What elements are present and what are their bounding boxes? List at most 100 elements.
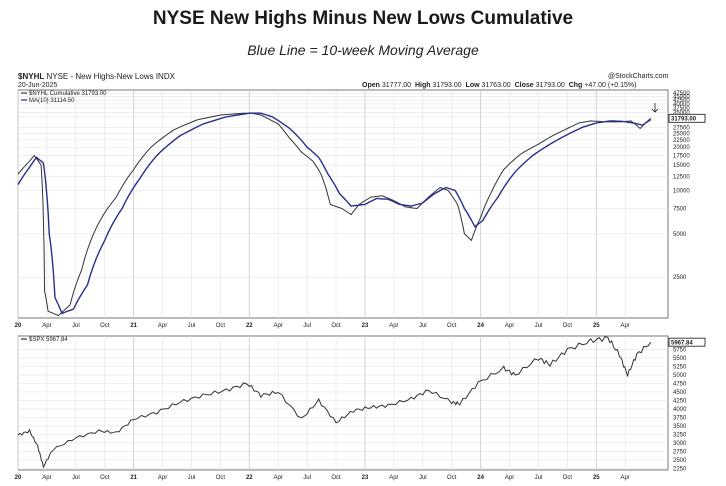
legend-entry: $SPX 5967.84: [29, 337, 68, 343]
chart-title: NYSE New Highs Minus New Lows Cumulative: [152, 8, 574, 29]
y-tick-label: 12500: [673, 175, 690, 181]
x-tick-label: Jul: [188, 475, 196, 481]
x-tick-label: 20: [15, 323, 22, 329]
y-tick-label: 27500: [673, 125, 690, 131]
x-tick-label: Jul: [303, 323, 311, 329]
x-tick-label: Apr: [621, 323, 630, 329]
x-tick-label: Apr: [505, 475, 514, 481]
close-label: Close: [514, 82, 534, 89]
x-tick-label: 23: [362, 323, 369, 329]
x-tick-label: Apr: [42, 475, 51, 481]
x-tick-label: Oct: [216, 475, 226, 481]
y-tick-label: 5500: [673, 356, 687, 362]
chg-label: Chg: [568, 82, 583, 89]
high-value: 31793.00: [432, 82, 462, 89]
x-tick-label: Jul: [419, 323, 427, 329]
x-tick-label: Jul: [535, 323, 543, 329]
x-tick-label: 24: [477, 323, 484, 329]
symbol-description: NYSE - New Highs-New Lows INDX: [46, 72, 175, 81]
down-arrow-icon: [651, 103, 659, 113]
y-tick-label: 17500: [673, 154, 690, 160]
y-tick-label: 4500: [673, 390, 687, 396]
watermark: @StockCharts.com: [608, 73, 669, 80]
chart-date: 20-Jun-2025: [18, 82, 58, 89]
x-tick-label: Apr: [42, 323, 51, 329]
x-tick-label: 22: [246, 475, 253, 481]
y-tick-label: 3500: [673, 424, 687, 430]
y-tick-label: 42500: [673, 98, 690, 104]
x-tick-label: Oct: [563, 323, 573, 329]
legend-entry: MA(10) 31114.50: [29, 98, 75, 104]
y-tick-label: 7500: [673, 207, 687, 213]
symbol-code: $NYHL: [18, 72, 45, 81]
x-tick-label: Apr: [389, 475, 398, 481]
x-tick-label: 24: [477, 475, 484, 481]
y-tick-label: 3750: [673, 415, 687, 421]
y-tick-label: 47500: [673, 91, 690, 97]
x-tick-label: 22: [246, 323, 253, 329]
x-tick-label: Oct: [563, 475, 573, 481]
y-tick-label: 5750: [673, 348, 687, 354]
low-value: 31763.00: [481, 82, 511, 89]
y-tick-label: 4000: [673, 407, 687, 413]
series-line-lower: [17, 336, 652, 469]
x-tick-label: Apr: [621, 475, 630, 481]
y-tick-label: 5000: [673, 232, 687, 238]
y-tick-label: 37500: [673, 106, 690, 112]
ohlc-readout: Open 31777.00 High 31793.00 Low 31763.00…: [362, 82, 636, 89]
last-value-tag: [668, 337, 706, 347]
x-tick-label: Oct: [331, 475, 341, 481]
y-tick-label: 5250: [673, 365, 687, 371]
open-label: Open: [362, 82, 380, 89]
x-tick-label: Oct: [100, 475, 110, 481]
y-tick-label: 2500: [673, 275, 687, 281]
y-tick-label: 10000: [673, 189, 690, 195]
x-tick-label: Oct: [216, 323, 226, 329]
y-tick-label: 3000: [673, 441, 687, 447]
y-tick-label: 2750: [673, 449, 687, 455]
y-tick-label: 4750: [673, 381, 687, 387]
last-value-label: 5967.84: [671, 340, 693, 346]
x-tick-label: Oct: [331, 323, 341, 329]
x-tick-label: Jul: [303, 475, 311, 481]
series-line-upper: [17, 112, 652, 317]
y-tick-label: 22500: [673, 138, 690, 144]
x-tick-label: 21: [130, 323, 137, 329]
x-tick-label: Apr: [274, 323, 283, 329]
close-value: 31793.00: [535, 82, 565, 89]
low-label: Low: [465, 82, 480, 89]
x-tick-label: Apr: [389, 323, 398, 329]
x-tick-label: Oct: [447, 323, 457, 329]
y-tick-label: 3250: [673, 432, 687, 438]
x-tick-label: Apr: [158, 475, 167, 481]
x-tick-label: Jul: [535, 475, 543, 481]
y-tick-label: 5000: [673, 373, 687, 379]
y-tick-label: 25000: [673, 131, 690, 137]
x-tick-label: 20: [15, 475, 22, 481]
symbol-label: $NYHL NYSE - New Highs-New Lows INDX: [18, 72, 175, 81]
last-value-tag: [668, 113, 706, 123]
x-tick-label: Apr: [274, 475, 283, 481]
chart-subtitle: Blue Line = 10-week Moving Average: [247, 42, 479, 58]
x-tick-label: 23: [362, 475, 369, 481]
chg-value: +47.00 (+0.15%): [584, 82, 637, 89]
x-tick-label: 25: [593, 323, 600, 329]
x-tick-label: Jul: [72, 323, 80, 329]
y-tick-label: 4250: [673, 398, 687, 404]
y-tick-label: 20000: [673, 145, 690, 151]
legend-entry: $NYHL Cumulative 31793.00: [29, 91, 107, 97]
series-line-ma: [17, 112, 652, 315]
panel-frame-lower: [17, 335, 669, 471]
y-tick-label: 2250: [673, 466, 687, 472]
x-tick-label: Apr: [158, 323, 167, 329]
x-tick-label: Apr: [505, 323, 514, 329]
open-value: 31777.00: [381, 82, 412, 89]
x-tick-label: 25: [593, 475, 600, 481]
x-tick-label: 21: [130, 475, 137, 481]
y-tick-label: 2500: [673, 458, 687, 464]
x-tick-label: Oct: [447, 475, 457, 481]
panel-frame-upper: [17, 89, 669, 319]
y-tick-label: 35000: [673, 110, 690, 116]
y-tick-label: 45000: [673, 95, 690, 101]
